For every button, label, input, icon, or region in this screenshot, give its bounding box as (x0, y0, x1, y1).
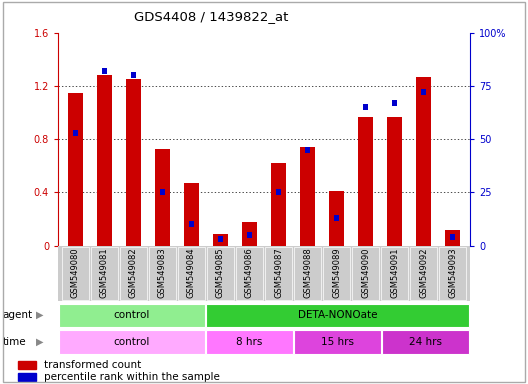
Text: GSM549085: GSM549085 (216, 247, 225, 298)
Bar (97, 75, 112, 246)
Text: time: time (3, 337, 26, 347)
Text: transformed count: transformed count (44, 360, 142, 370)
Text: 15 hrs: 15 hrs (321, 337, 354, 347)
Bar (328, 191, 344, 246)
Text: GSM549089: GSM549089 (332, 247, 341, 298)
Bar (305, 147, 310, 153)
Text: agent: agent (3, 310, 33, 320)
Bar (386, 117, 402, 246)
Bar (72, 130, 78, 136)
FancyBboxPatch shape (381, 247, 408, 300)
FancyBboxPatch shape (410, 247, 437, 300)
Bar (445, 230, 460, 246)
FancyBboxPatch shape (266, 247, 291, 300)
Bar (294, 330, 381, 354)
Bar (59, 330, 204, 354)
Text: control: control (114, 310, 150, 320)
Bar (184, 183, 200, 246)
Bar (212, 234, 229, 246)
FancyBboxPatch shape (120, 247, 147, 300)
Text: GSM549093: GSM549093 (448, 247, 457, 298)
Text: ▶: ▶ (36, 310, 43, 320)
Text: 24 hrs: 24 hrs (409, 337, 442, 347)
Text: ▶: ▶ (36, 337, 43, 347)
Text: GSM549090: GSM549090 (361, 247, 370, 298)
Bar (206, 303, 469, 327)
Text: GSM549081: GSM549081 (100, 247, 109, 298)
Bar (59, 303, 204, 327)
Text: DETA-NONOate: DETA-NONOate (298, 310, 378, 320)
Bar (68, 93, 83, 246)
Bar (159, 189, 165, 195)
FancyBboxPatch shape (324, 247, 350, 300)
Bar (421, 89, 427, 95)
Text: GSM549080: GSM549080 (71, 247, 80, 298)
FancyBboxPatch shape (178, 247, 204, 300)
Text: control: control (114, 337, 150, 347)
Text: GSM549084: GSM549084 (187, 247, 196, 298)
Bar (382, 330, 469, 354)
Text: GSM549083: GSM549083 (158, 247, 167, 298)
Bar (247, 232, 252, 238)
FancyBboxPatch shape (237, 247, 262, 300)
Bar (188, 222, 194, 227)
Bar (206, 330, 293, 354)
Bar (270, 163, 287, 246)
Bar (450, 234, 456, 240)
Bar (101, 68, 107, 74)
Text: GDS4408 / 1439822_at: GDS4408 / 1439822_at (134, 10, 288, 23)
FancyBboxPatch shape (62, 247, 89, 300)
FancyBboxPatch shape (295, 247, 320, 300)
Bar (363, 104, 369, 110)
FancyBboxPatch shape (353, 247, 379, 300)
Bar (392, 100, 398, 106)
Text: GSM549092: GSM549092 (419, 247, 428, 298)
Text: GSM549082: GSM549082 (129, 247, 138, 298)
Text: GSM549086: GSM549086 (245, 247, 254, 298)
Text: percentile rank within the sample: percentile rank within the sample (44, 372, 220, 382)
Bar (155, 149, 171, 246)
Bar (126, 79, 142, 246)
Bar (299, 147, 316, 246)
Bar (276, 189, 281, 195)
Bar (18, 373, 36, 381)
Bar (130, 72, 136, 78)
FancyBboxPatch shape (149, 247, 175, 300)
FancyBboxPatch shape (208, 247, 233, 300)
Bar (18, 361, 36, 369)
Bar (357, 117, 373, 246)
Text: GSM549091: GSM549091 (390, 247, 399, 298)
Bar (218, 237, 223, 242)
FancyBboxPatch shape (91, 247, 118, 300)
Bar (241, 222, 258, 246)
Bar (416, 76, 431, 246)
Text: 8 hrs: 8 hrs (236, 337, 262, 347)
FancyBboxPatch shape (439, 247, 466, 300)
Bar (334, 215, 340, 221)
Text: GSM549088: GSM549088 (303, 247, 312, 298)
Text: GSM549087: GSM549087 (274, 247, 283, 298)
